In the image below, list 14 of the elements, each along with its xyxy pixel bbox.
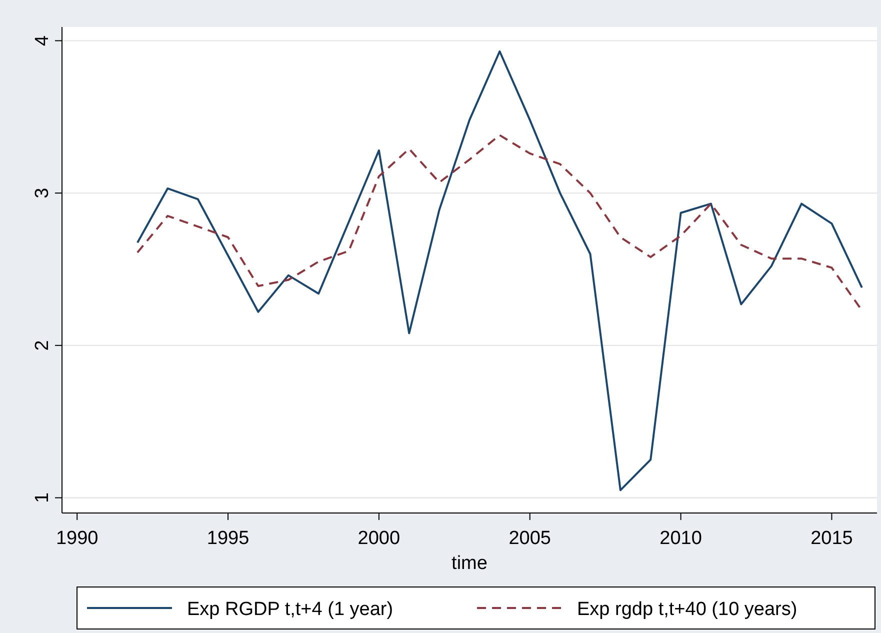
x-tick-label: 2000 <box>358 528 400 549</box>
y-tick-label: 3 <box>32 188 53 198</box>
x-tick-label: 1990 <box>56 528 98 549</box>
x-tick-label: 2005 <box>508 528 552 549</box>
line-series <box>136 50 863 492</box>
x-tick-label: 1995 <box>206 528 250 549</box>
x-axis-title: time <box>452 553 488 574</box>
legend-label: Exp RGDP t,t+4 (1 year) <box>187 599 394 620</box>
legend-label: Exp rgdp t,t+40 (10 years) <box>577 599 798 620</box>
x-tick-label: 2010 <box>660 528 702 549</box>
y-tick-label: 1 <box>32 492 53 504</box>
y-tick-label: 4 <box>32 35 53 46</box>
y-tick-label: 2 <box>32 340 53 351</box>
x-tick-label: 2015 <box>810 528 853 549</box>
